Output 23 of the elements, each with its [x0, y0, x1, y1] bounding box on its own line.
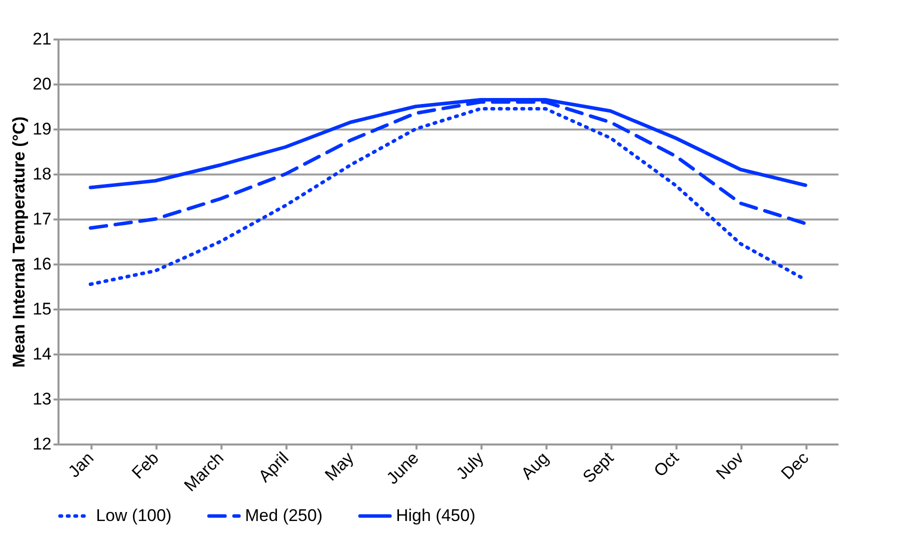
- line-series: [88, 100, 808, 230]
- y-tick-label: 21: [32, 30, 52, 48]
- x-tick-label: July: [452, 448, 488, 484]
- y-tick-label: 17: [32, 210, 52, 228]
- x-tick-label: Nov: [712, 448, 748, 484]
- y-tick-label: 19: [32, 120, 52, 138]
- y-tick-label: 13: [32, 390, 52, 408]
- x-tick-label: May: [321, 448, 358, 485]
- legend-label: Med (250): [245, 506, 322, 525]
- y-tick-label: 20: [32, 74, 52, 94]
- y-tick-label: 14: [32, 344, 52, 364]
- y-tick-label: 18: [32, 164, 52, 184]
- legend-label: High (450): [396, 506, 476, 525]
- y-tick-label: 16: [32, 254, 52, 274]
- y-tick-label: 12: [32, 434, 52, 454]
- x-tick-label: Jan: [64, 448, 98, 482]
- y-tick-label: 15: [32, 300, 52, 318]
- x-tick-label: Dec: [778, 448, 813, 484]
- legend-label: Low (100): [96, 506, 172, 525]
- x-tick-label: Aug: [518, 448, 552, 484]
- y-axis-title: Mean Internal Temperature (°C): [10, 116, 29, 368]
- x-tick-label: Oct: [650, 448, 683, 481]
- x-tick-label: Feb: [128, 448, 162, 483]
